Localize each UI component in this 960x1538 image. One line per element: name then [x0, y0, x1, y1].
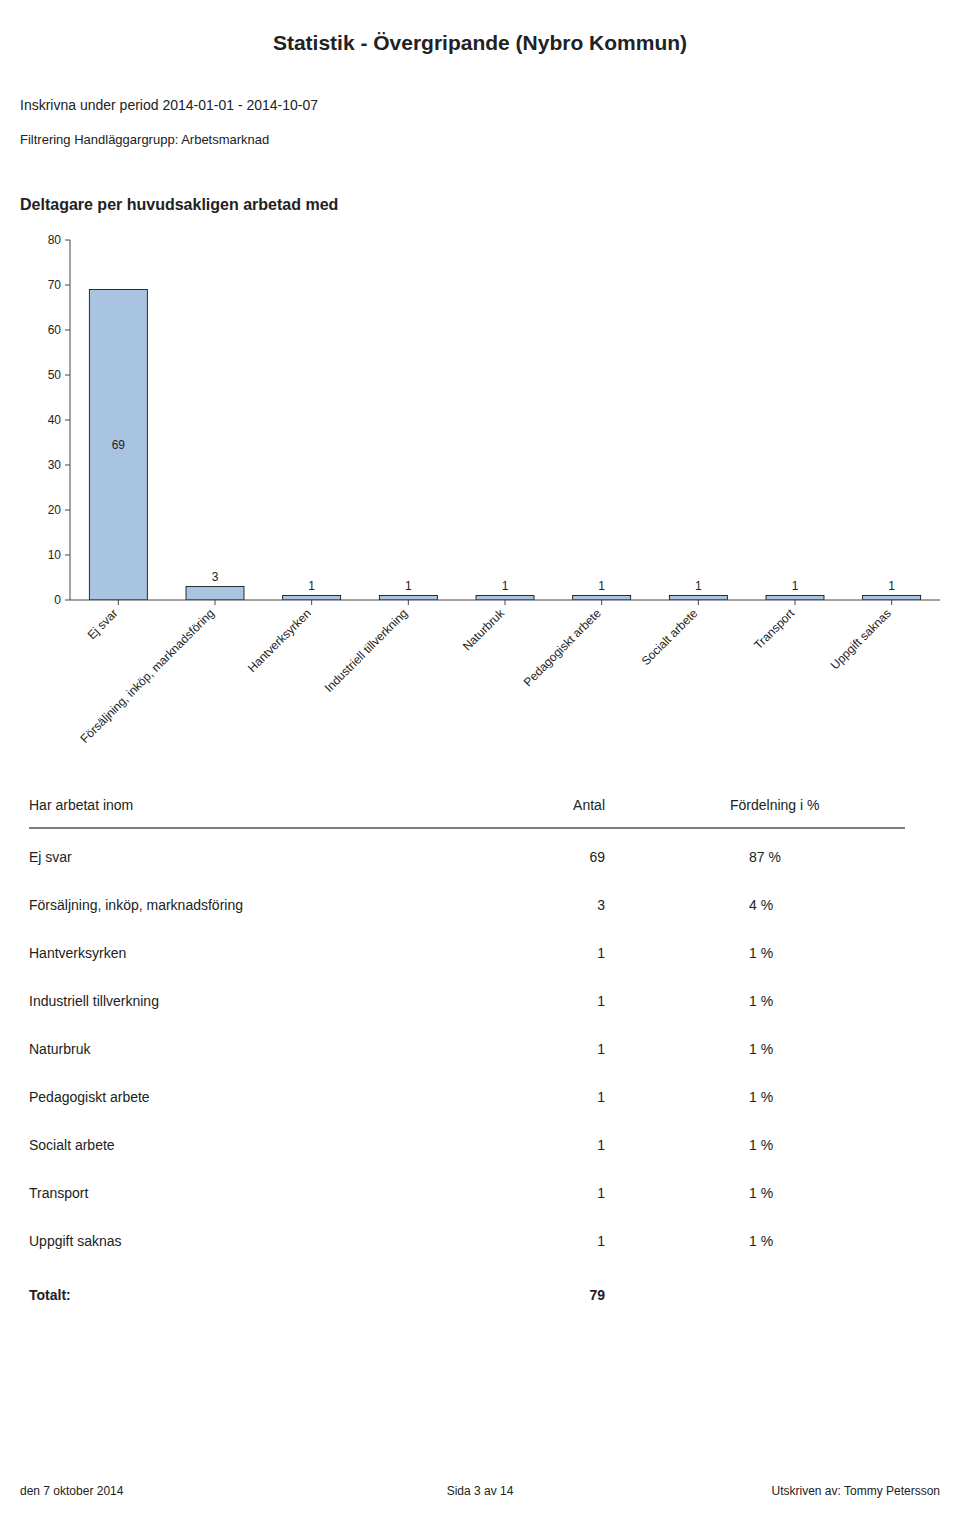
table-cell: 1: [597, 993, 605, 1009]
table-cell: 1 %: [749, 1041, 773, 1057]
subtitle: Filtrering Handläggargrupp: Arbetsmarkna…: [20, 132, 269, 147]
data-label: 1: [308, 579, 315, 593]
y-tick: [65, 465, 70, 466]
y-tick-label: 30: [48, 458, 62, 472]
x-tick: [215, 600, 216, 605]
y-tick: [65, 510, 70, 511]
x-tick-label: Naturbruk: [460, 606, 508, 654]
bar: [863, 596, 921, 601]
table: Har arbetat inom Antal Fördelning i % Ej sv…: [29, 797, 905, 1303]
table-header: Fördelning i %: [730, 797, 820, 813]
table-total-label: Totalt:: [29, 1287, 71, 1303]
subtitle: Inskrivna under period 2014-01-01 - 2014…: [20, 97, 318, 113]
x-tick: [601, 600, 602, 605]
table-cell: 1 %: [749, 993, 773, 1009]
table-cell: 1 %: [749, 1233, 773, 1249]
table-cell: 1: [597, 1233, 605, 1249]
x-tick: [408, 600, 409, 605]
table-cell: 1 %: [749, 1137, 773, 1153]
x-tick: [311, 600, 312, 605]
table-cell: 87 %: [749, 849, 781, 865]
table-rule: [29, 828, 905, 829]
bar: [379, 596, 437, 601]
x-tick-label: Pedagogiskt arbete: [521, 606, 604, 689]
x-tick: [698, 600, 699, 605]
table-header: Har arbetat inom: [29, 797, 133, 813]
x-tick-label: Ej svar: [85, 606, 121, 642]
table-cell: 3: [597, 897, 605, 913]
y-tick-label: 50: [48, 368, 62, 382]
x-tick-label: Försäljning, inköp, marknadsföring: [78, 606, 218, 746]
y-axis: [70, 240, 71, 600]
y-tick: [65, 600, 70, 601]
footer-text: Utskriven av: Tommy Petersson: [772, 1484, 941, 1498]
page: Statistik - Övergripande (Nybro Kommun) I…: [0, 0, 960, 1538]
data-label: 3: [212, 570, 219, 584]
table-cell: Försäljning, inköp, marknadsföring: [29, 897, 243, 913]
table-cell: 1 %: [749, 945, 773, 961]
y-tick-label: 60: [48, 323, 62, 337]
y-tick: [65, 420, 70, 421]
data-label: 1: [405, 579, 412, 593]
data-label: 1: [598, 579, 605, 593]
x-tick-label: Industriell tillverkning: [322, 606, 411, 695]
x-tick-label: Socialt arbete: [639, 606, 701, 668]
data-label: 1: [502, 579, 509, 593]
bar: [573, 596, 631, 601]
table-header: Antal: [573, 797, 605, 813]
footer-text: den 7 oktober 2014: [20, 1484, 124, 1498]
y-tick: [65, 330, 70, 331]
table-cell: 1: [597, 1041, 605, 1057]
table-total-value: 79: [589, 1287, 605, 1303]
y-tick-label: 40: [48, 413, 62, 427]
bar: [283, 596, 341, 601]
y-tick: [65, 240, 70, 241]
data-label: 69: [112, 438, 126, 452]
y-tick: [65, 375, 70, 376]
chart-title: Deltagare per huvudsakligen arbetad med: [20, 196, 338, 213]
y-tick-label: 0: [54, 593, 61, 607]
bars: [89, 290, 920, 601]
y-tick-label: 20: [48, 503, 62, 517]
table-cell: Hantverksyrken: [29, 945, 126, 961]
page-title: Statistik - Övergripande (Nybro Kommun): [273, 31, 687, 54]
x-tick: [118, 600, 119, 605]
bar: [669, 596, 727, 601]
y-tick-label: 10: [48, 548, 62, 562]
y-tick-label: 70: [48, 278, 62, 292]
y-tick: [65, 555, 70, 556]
table-cell: 1: [597, 1185, 605, 1201]
bar: [186, 587, 244, 601]
y-tick-label: 80: [48, 233, 62, 247]
bar-chart: 0 10 20 30 40 50 60 70 80 69 3 1 1 1 1 1 1 1 Ej svarFörsäl…: [48, 233, 940, 746]
bar: [476, 596, 534, 601]
data-label: 1: [695, 579, 702, 593]
x-tick-label: Hantverksyrken: [245, 606, 314, 675]
x-tick: [505, 600, 506, 605]
data-label: 1: [888, 579, 895, 593]
bar: [89, 290, 147, 601]
table-cell: 1: [597, 1137, 605, 1153]
y-tick: [65, 285, 70, 286]
table-cell: 1 %: [749, 1185, 773, 1201]
table-cell: 1 %: [749, 1089, 773, 1105]
x-tick-label: Transport: [751, 606, 797, 652]
table-cell: Naturbruk: [29, 1041, 91, 1057]
table-cell: 1: [597, 945, 605, 961]
x-tick: [891, 600, 892, 605]
table-cell: 4 %: [749, 897, 773, 913]
x-tick-label: Uppgift saknas: [828, 606, 894, 672]
data-label: 1: [792, 579, 799, 593]
bar: [766, 596, 824, 601]
table-cell: Industriell tillverkning: [29, 993, 159, 1009]
table-cell: Socialt arbete: [29, 1137, 115, 1153]
table-cell: 1: [597, 1089, 605, 1105]
table-cell: Pedagogiskt arbete: [29, 1089, 150, 1105]
table-cell: Uppgift saknas: [29, 1233, 122, 1249]
x-tick: [795, 600, 796, 605]
footer-text: Sida 3 av 14: [447, 1484, 514, 1498]
table-cell: Transport: [29, 1185, 89, 1201]
table-cell: 69: [589, 849, 605, 865]
table-cell: Ej svar: [29, 849, 72, 865]
